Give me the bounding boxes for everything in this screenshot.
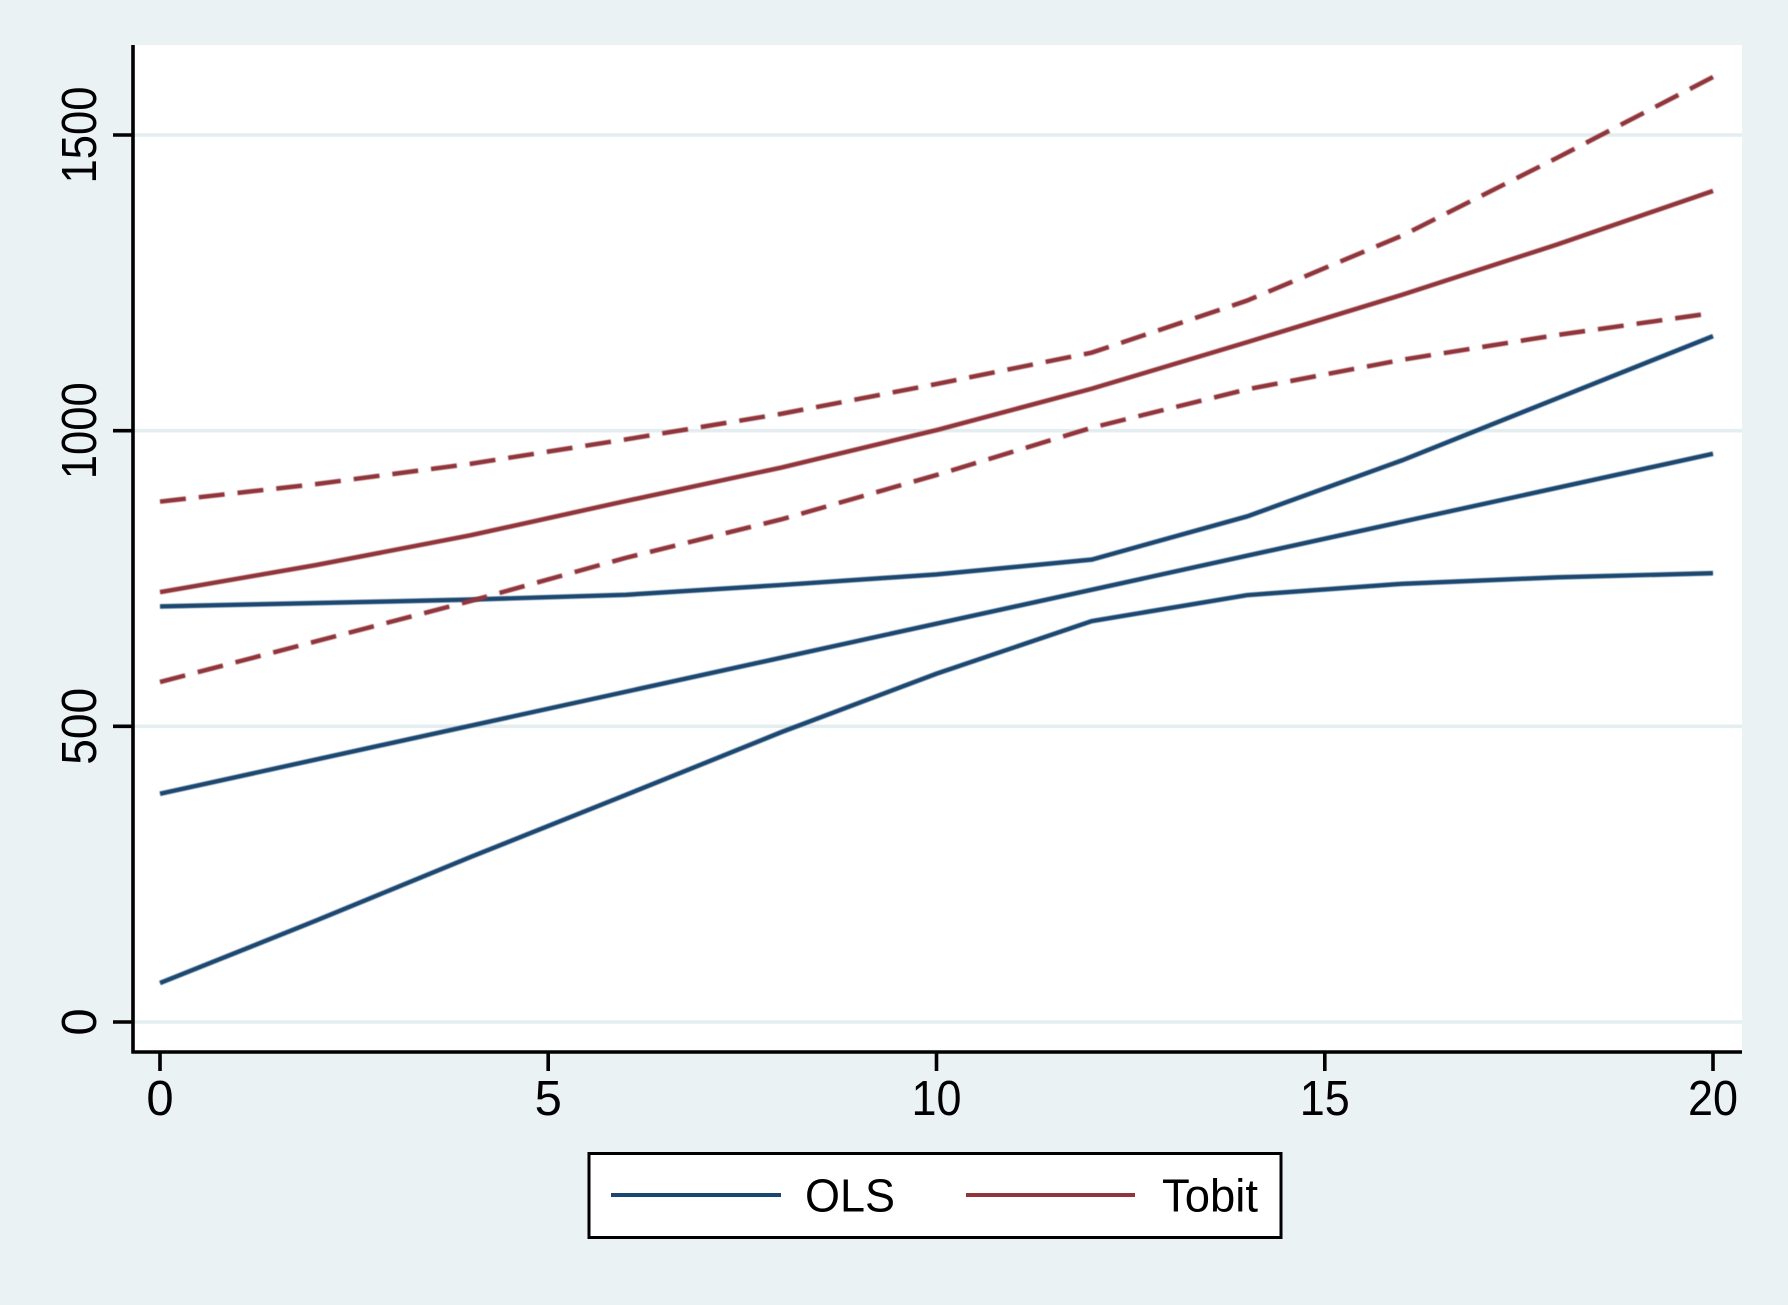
svg-text:10: 10 <box>912 1072 962 1126</box>
svg-text:0: 0 <box>53 1008 107 1035</box>
svg-text:20: 20 <box>1688 1072 1738 1126</box>
svg-text:1500: 1500 <box>53 87 107 184</box>
svg-text:500: 500 <box>53 688 107 765</box>
svg-text:Tobit: Tobit <box>1162 1170 1258 1222</box>
svg-text:OLS: OLS <box>805 1170 895 1222</box>
svg-text:0: 0 <box>146 1072 173 1126</box>
svg-text:5: 5 <box>535 1072 562 1126</box>
svg-text:15: 15 <box>1300 1072 1350 1126</box>
svg-text:1000: 1000 <box>53 382 107 479</box>
